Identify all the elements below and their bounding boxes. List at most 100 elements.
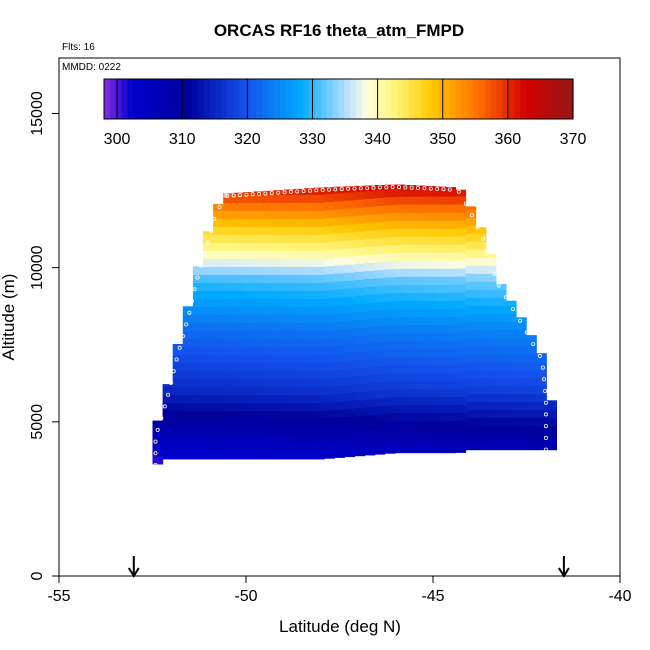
- heatmap-cell: [223, 298, 234, 308]
- heatmap-cell: [263, 242, 275, 251]
- heatmap-cell: [495, 313, 507, 322]
- heatmap-cell: [334, 297, 345, 306]
- heatmap-cell: [253, 378, 265, 388]
- plot-area: [152, 184, 557, 467]
- heatmap-cell: [233, 338, 244, 348]
- heatmap-cell: [213, 250, 224, 259]
- heatmap-cell: [293, 322, 305, 332]
- heatmap-cell: [546, 400, 557, 403]
- heatmap-cell: [243, 346, 255, 356]
- heatmap-cell: [324, 426, 335, 435]
- heatmap-cell: [465, 257, 477, 266]
- heatmap-cell: [203, 306, 214, 316]
- heatmap-cell: [546, 401, 557, 411]
- heatmap-cell: [384, 340, 396, 350]
- heatmap-cell: [182, 314, 194, 324]
- heatmap-cell: [536, 385, 547, 394]
- heatmap-cell: [505, 393, 517, 403]
- heatmap-cell: [213, 242, 224, 251]
- heatmap-cell: [273, 274, 285, 283]
- heatmap-cell: [263, 338, 275, 348]
- heatmap-cell: [505, 401, 517, 411]
- heatmap-cell: [354, 343, 366, 352]
- heatmap-cell: [213, 394, 224, 404]
- heatmap-cell: [364, 286, 376, 296]
- heatmap-cell: [192, 282, 204, 292]
- flight-track-point: [537, 353, 542, 358]
- colorbar-segment: [426, 79, 433, 119]
- heatmap-cell: [526, 377, 537, 386]
- heatmap-cell: [435, 324, 446, 333]
- heatmap-cell: [364, 246, 376, 255]
- heatmap-cell: [394, 356, 406, 366]
- heatmap-cell: [435, 332, 446, 341]
- heatmap-cell: [263, 306, 275, 316]
- heatmap-cell: [384, 437, 396, 446]
- heatmap-cell: [324, 249, 335, 259]
- heatmap-cell: [192, 290, 204, 300]
- heatmap-cell: [213, 330, 224, 340]
- heatmap-cell: [243, 402, 255, 412]
- heatmap-cell: [445, 404, 456, 414]
- heatmap-cell: [354, 207, 366, 216]
- heatmap-cell: [233, 250, 244, 259]
- heatmap-cell: [516, 369, 527, 378]
- heatmap-cell: [526, 401, 537, 411]
- heatmap-cell: [354, 303, 366, 312]
- heatmap-cell: [344, 448, 356, 458]
- heatmap-cell: [334, 313, 345, 322]
- heatmap-cell: [485, 273, 497, 282]
- colorbar-tick-label: 330: [299, 131, 326, 148]
- heatmap-cell: [233, 378, 244, 388]
- heatmap-cell: [243, 450, 255, 460]
- heatmap-cell: [314, 290, 325, 300]
- heatmap-cell: [445, 268, 456, 277]
- heatmap-cell: [445, 396, 456, 406]
- heatmap-cell: [263, 370, 275, 380]
- heatmap-cell: [475, 337, 487, 346]
- heatmap-cell: [253, 338, 265, 348]
- heatmap-cell: [415, 324, 426, 333]
- heatmap-cell: [526, 361, 537, 370]
- heatmap-cell: [182, 354, 194, 364]
- heatmap-cell: [293, 370, 305, 380]
- heatmap-cell: [374, 381, 386, 391]
- heatmap-cell: [364, 190, 376, 199]
- heatmap-cell: [314, 386, 325, 396]
- heatmap-cell: [293, 378, 305, 388]
- heatmap-cell: [526, 417, 537, 427]
- heatmap-cell: [536, 441, 547, 451]
- heatmap-cell: [465, 425, 477, 435]
- heatmap-cell: [273, 218, 285, 227]
- heatmap-cell: [223, 242, 234, 251]
- heatmap-cell: [445, 388, 456, 398]
- heatmap-cell: [283, 370, 295, 380]
- heatmap-cell: [475, 305, 487, 314]
- heatmap-cell: [324, 386, 335, 395]
- flight-track-point: [212, 216, 217, 221]
- heatmap-cell: [334, 256, 345, 266]
- y-tick-label: 10000: [29, 245, 46, 290]
- heatmap-cell: [445, 244, 456, 253]
- heatmap-cell: [203, 386, 214, 396]
- heatmap-cell: [405, 340, 416, 349]
- heatmap-cell: [364, 185, 376, 191]
- heatmap-cell: [223, 450, 234, 460]
- heatmap-cell: [435, 186, 446, 189]
- heatmap-cell: [273, 258, 285, 267]
- heatmap-cell: [283, 282, 295, 292]
- heatmap-cell: [203, 346, 214, 356]
- heatmap-cell: [304, 370, 315, 380]
- heatmap-cell: [192, 386, 204, 396]
- heatmap-cell: [374, 317, 386, 327]
- heatmap-cell: [425, 284, 436, 293]
- flight-track-point: [480, 236, 485, 241]
- heatmap-cell: [172, 402, 184, 412]
- heatmap-cell: [334, 345, 345, 354]
- heatmap-cell: [152, 420, 164, 425]
- flight-track-point: [288, 189, 293, 194]
- heatmap-cell: [253, 370, 265, 380]
- colorbar-segment: [438, 79, 445, 119]
- heatmap-cell: [273, 306, 285, 316]
- heatmap-cell: [293, 386, 305, 396]
